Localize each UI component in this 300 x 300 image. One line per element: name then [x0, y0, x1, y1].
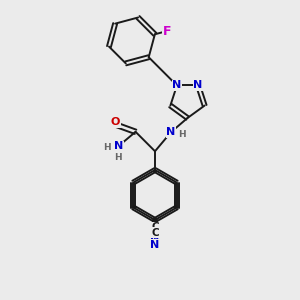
Text: F: F	[163, 25, 171, 38]
Text: O: O	[111, 117, 120, 127]
Text: H: H	[103, 143, 111, 152]
Text: H: H	[115, 153, 122, 162]
Text: N: N	[194, 80, 203, 90]
Text: N: N	[150, 240, 160, 250]
Text: N: N	[167, 127, 176, 137]
Text: C: C	[151, 227, 159, 238]
Text: C: C	[151, 223, 159, 232]
Text: N: N	[172, 80, 182, 90]
Text: N: N	[150, 234, 160, 244]
Text: H: H	[178, 130, 185, 139]
Text: N: N	[114, 141, 123, 151]
